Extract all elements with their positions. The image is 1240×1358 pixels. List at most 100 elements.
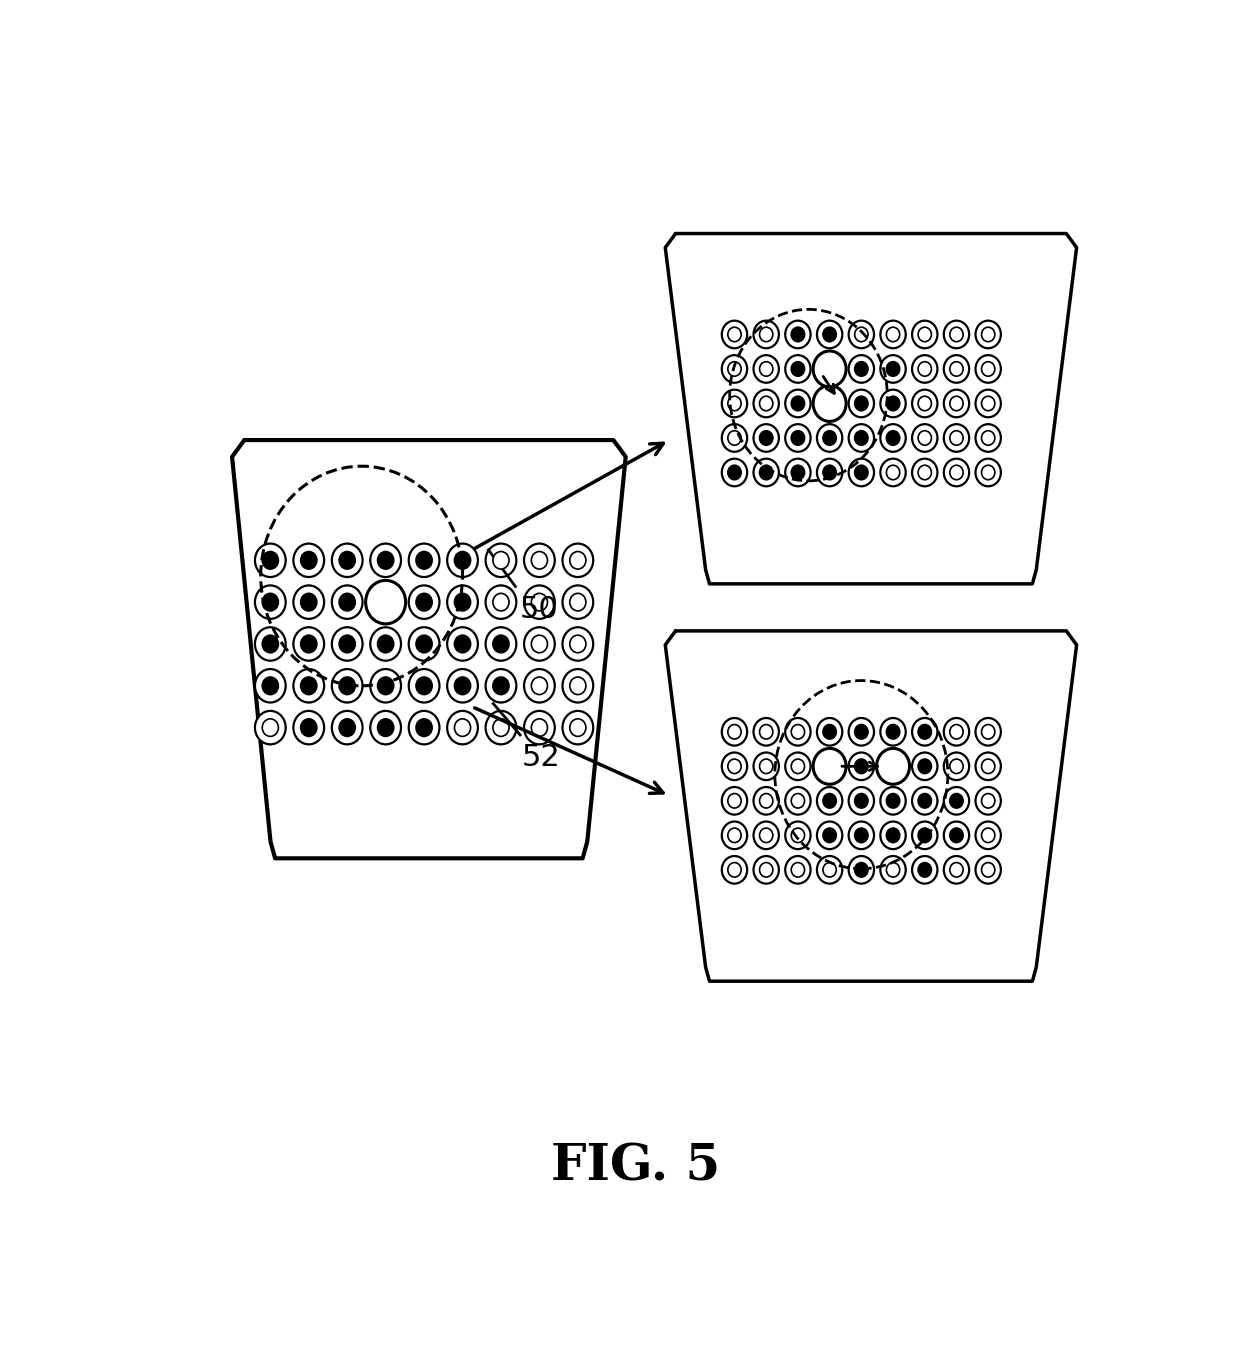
Circle shape [976,822,1001,849]
Circle shape [791,397,805,410]
Circle shape [754,424,779,452]
Circle shape [817,788,842,815]
Circle shape [332,585,362,619]
Circle shape [880,856,905,884]
Circle shape [913,856,937,884]
Circle shape [563,710,593,744]
Circle shape [976,718,1001,746]
Circle shape [848,856,874,884]
Circle shape [262,718,279,736]
Circle shape [817,459,842,486]
Circle shape [848,718,874,746]
Circle shape [569,593,587,611]
Circle shape [848,788,874,815]
Circle shape [262,678,279,694]
Circle shape [300,718,317,736]
Circle shape [371,627,401,661]
Circle shape [448,543,477,577]
Circle shape [785,424,811,452]
Circle shape [887,725,900,739]
Circle shape [944,788,970,815]
Circle shape [448,710,477,744]
Circle shape [880,788,905,815]
Circle shape [785,856,811,884]
Circle shape [944,752,970,779]
Circle shape [760,361,773,376]
Circle shape [913,788,937,815]
Circle shape [531,718,548,736]
Circle shape [785,788,811,815]
Circle shape [854,466,868,479]
Circle shape [294,710,324,744]
Circle shape [525,627,554,661]
Circle shape [950,327,963,342]
Circle shape [785,752,811,779]
Circle shape [918,466,931,479]
Circle shape [722,424,748,452]
Circle shape [848,320,874,348]
Circle shape [492,718,510,736]
Circle shape [300,678,317,694]
Circle shape [877,748,909,785]
Circle shape [760,759,773,774]
Text: 52: 52 [522,743,560,773]
Circle shape [760,397,773,410]
Circle shape [339,636,356,653]
Circle shape [918,793,931,808]
Circle shape [950,862,963,877]
Circle shape [887,828,900,842]
Circle shape [913,356,937,383]
Circle shape [982,430,994,445]
Circle shape [255,710,285,744]
Circle shape [982,466,994,479]
Circle shape [848,390,874,417]
Circle shape [300,593,317,611]
Circle shape [950,397,963,410]
Circle shape [887,862,900,877]
Circle shape [262,636,279,653]
Circle shape [976,752,1001,779]
Circle shape [262,551,279,569]
Circle shape [982,397,994,410]
Circle shape [887,327,900,342]
Circle shape [409,710,439,744]
Circle shape [848,424,874,452]
Circle shape [982,862,994,877]
Circle shape [300,636,317,653]
Circle shape [950,828,963,842]
Circle shape [722,718,748,746]
Circle shape [982,327,994,342]
Circle shape [569,678,587,694]
Circle shape [880,390,905,417]
Circle shape [813,386,846,421]
Circle shape [492,551,510,569]
Circle shape [722,390,748,417]
Circle shape [754,718,779,746]
Circle shape [880,459,905,486]
Circle shape [817,856,842,884]
Circle shape [791,361,805,376]
Circle shape [823,828,836,842]
Circle shape [913,424,937,452]
Circle shape [454,718,471,736]
Circle shape [569,718,587,736]
Circle shape [944,390,970,417]
Circle shape [817,424,842,452]
Circle shape [944,320,970,348]
Circle shape [918,397,931,410]
Circle shape [976,424,1001,452]
Circle shape [569,636,587,653]
Circle shape [255,585,285,619]
Circle shape [454,678,471,694]
Circle shape [728,828,742,842]
Circle shape [817,822,842,849]
Circle shape [728,725,742,739]
Circle shape [294,585,324,619]
Circle shape [982,759,994,774]
Circle shape [817,320,842,348]
Circle shape [918,430,931,445]
Circle shape [918,327,931,342]
Circle shape [525,669,554,702]
Circle shape [880,356,905,383]
Circle shape [854,759,868,774]
